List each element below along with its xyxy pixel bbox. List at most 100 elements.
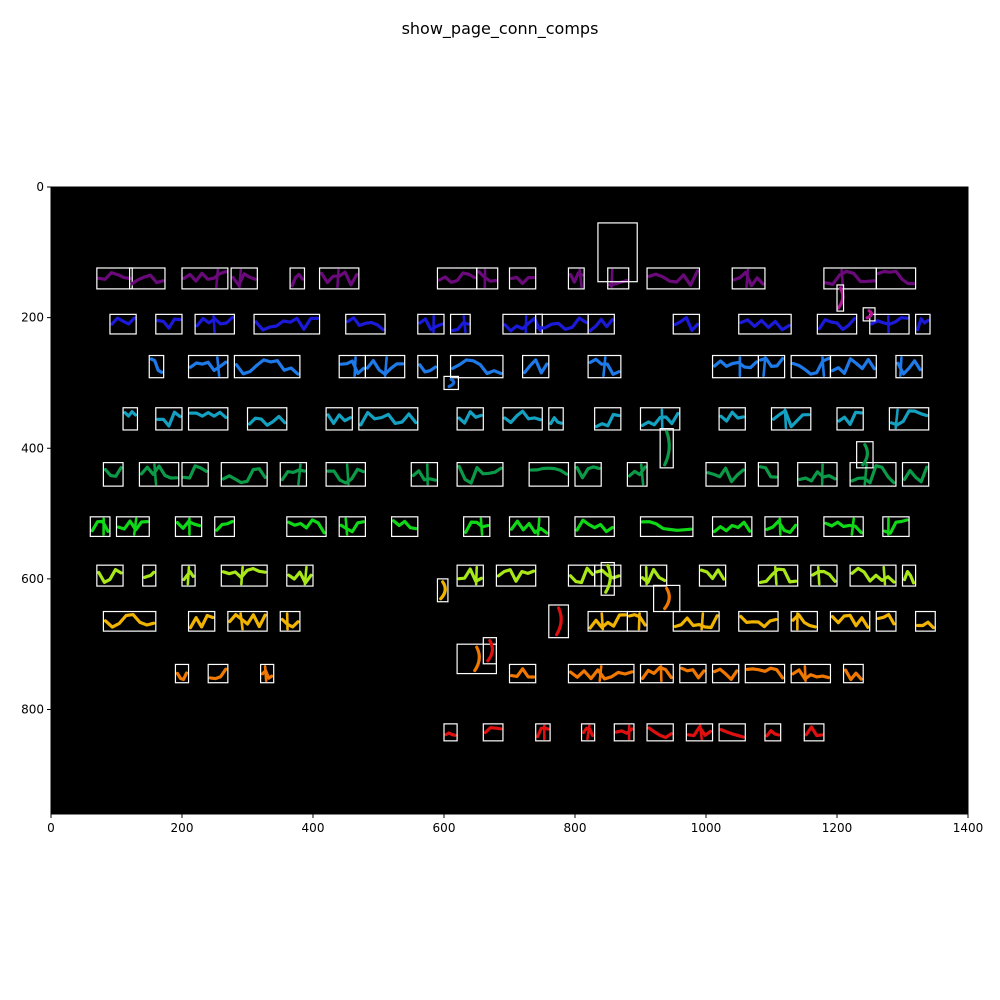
component-4-2-bbox [155, 407, 183, 431]
component-7-13-stroke [816, 565, 821, 586]
component-4-10-glyph [595, 412, 621, 428]
component-4-10-bbox [594, 407, 622, 431]
component-9-8-bbox [711, 663, 740, 684]
component-3-10-glyph [712, 359, 758, 370]
component-2-1-glyph [110, 316, 136, 326]
component-1-3-bbox [181, 267, 229, 290]
extra-component-11-glyph [555, 606, 563, 637]
component-6-4-glyph [215, 519, 234, 532]
component-7-12-glyph [758, 567, 798, 584]
component-1-15-glyph [876, 269, 916, 286]
component-4-13-stroke [783, 408, 788, 430]
component-5-14-bbox [797, 462, 838, 487]
component-9-6-glyph [640, 665, 673, 680]
component-4-14-glyph [837, 410, 863, 426]
component-9-2-glyph [208, 667, 228, 681]
component-4-8-bbox [502, 407, 543, 431]
extra-component-10-glyph [663, 586, 671, 611]
component-2-2-bbox [155, 313, 183, 335]
component-9-3-glyph [261, 669, 274, 680]
extra-component-3-bbox [836, 284, 845, 312]
component-9-7-glyph [680, 666, 706, 680]
component-1-15-bbox [875, 267, 917, 290]
y-tick-label-600: 600 [21, 572, 44, 586]
component-9-5-bbox [567, 663, 635, 684]
component-8-5-glyph [588, 613, 627, 630]
component-3-5-bbox [364, 354, 406, 379]
component-7-15-bbox [901, 564, 917, 587]
component-4-7-glyph [457, 410, 483, 425]
component-8-6-glyph [627, 613, 647, 627]
component-3-3-glyph [234, 358, 300, 376]
plot-area [50, 186, 969, 815]
component-8-6-bbox [626, 610, 648, 632]
x-tick-label-1000: 1000 [691, 821, 722, 835]
component-1-5-bbox [289, 267, 306, 290]
x-tick-label-1200: 1200 [822, 821, 853, 835]
component-8-3-bbox [227, 610, 268, 632]
component-2-1-bbox [109, 313, 137, 335]
component-6-7-bbox [391, 516, 419, 538]
component-4-2-glyph [156, 410, 182, 428]
component-5-7-bbox [410, 462, 439, 487]
component-7-8-glyph [568, 566, 595, 585]
component-7-7-bbox [495, 564, 537, 587]
component-7-1-glyph [97, 568, 123, 584]
component-9-1-bbox [174, 663, 190, 684]
component-9-3-bbox [260, 663, 275, 684]
component-6-1-bbox [89, 516, 111, 538]
component-10-9-bbox [764, 723, 782, 742]
component-8-4-glyph [280, 617, 300, 629]
component-8-12-glyph [916, 620, 935, 630]
component-3-1-glyph [149, 357, 164, 374]
component-4-6-bbox [358, 407, 419, 431]
image-background [51, 187, 968, 814]
component-10-7-bbox [685, 723, 714, 742]
component-3-13-glyph [830, 357, 876, 375]
component-6-14-stroke [850, 517, 856, 536]
component-5-4-glyph [221, 467, 267, 485]
component-2-3-stroke [212, 315, 216, 334]
component-10-6-glyph [647, 726, 673, 740]
component-3-8-bbox [521, 354, 550, 379]
component-10-1-bbox [443, 723, 458, 742]
component-6-3-bbox [174, 516, 203, 538]
component-6-8-stroke [479, 517, 484, 536]
component-4-13-bbox [770, 407, 812, 431]
component-8-8-glyph [739, 614, 778, 629]
extra-component-4-glyph [447, 377, 456, 389]
x-tick-label-1400: 1400 [953, 821, 984, 835]
component-6-12-bbox [711, 516, 753, 538]
component-2-13-glyph [817, 316, 857, 332]
component-2-4-bbox [253, 313, 321, 335]
component-2-15-glyph [916, 317, 930, 332]
component-6-1-glyph [90, 519, 110, 533]
component-5-9-bbox [528, 462, 570, 487]
extra-component-9-glyph [473, 645, 481, 673]
extra-component-6-glyph [663, 430, 671, 467]
component-7-11-bbox [698, 564, 727, 587]
component-8-3-glyph [228, 613, 267, 629]
component-1-13-stroke [745, 268, 750, 289]
component-5-16-bbox [901, 462, 930, 487]
component-4-15-stroke [894, 408, 899, 430]
extra-component-10-bbox [652, 584, 681, 613]
extra-component-3-glyph [836, 286, 845, 310]
component-2-2-glyph [156, 317, 182, 330]
component-4-1-glyph [123, 410, 138, 418]
y-tick-label-200: 200 [21, 311, 44, 325]
component-3-6-bbox [417, 354, 439, 379]
component-1-7-glyph [437, 271, 477, 284]
component-9-5-stroke [598, 665, 603, 683]
component-8-7-stroke [700, 612, 705, 631]
component-5-6-glyph [326, 467, 365, 485]
component-2-5-glyph [346, 316, 385, 332]
component-3-4-stroke [353, 356, 357, 378]
component-8-9-bbox [790, 610, 818, 632]
plot-frame [50, 186, 969, 815]
component-1-6-bbox [318, 267, 360, 290]
component-5-1-bbox [102, 462, 124, 487]
component-5-8-glyph [457, 464, 503, 485]
component-5-8-bbox [456, 462, 504, 487]
component-3-2-glyph [188, 360, 228, 372]
